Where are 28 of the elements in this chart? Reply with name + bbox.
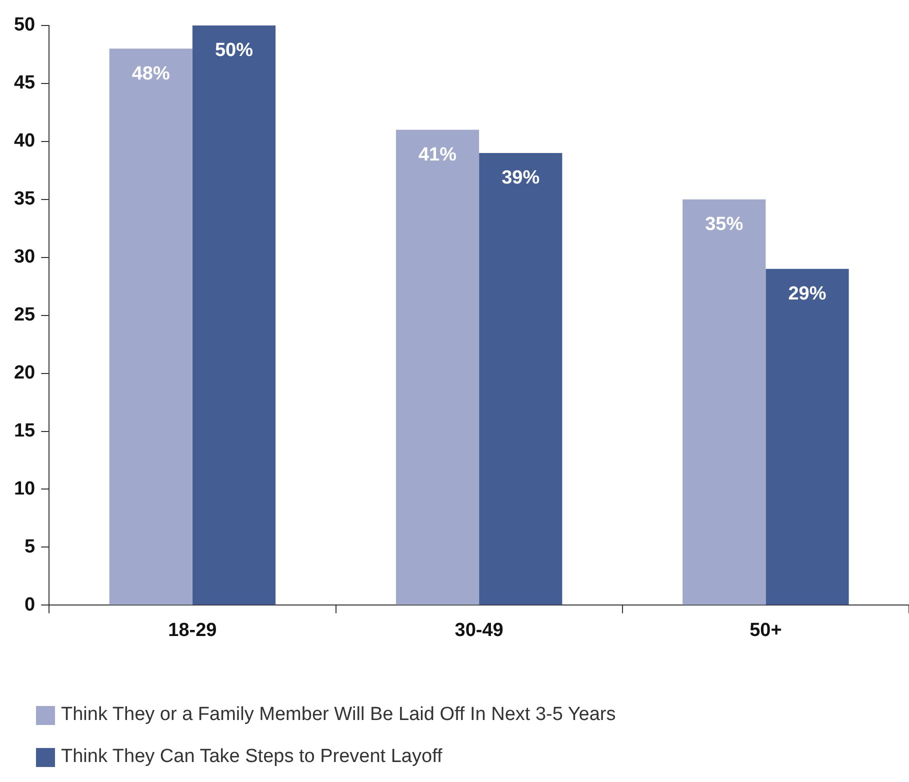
y-tick-label: 0 bbox=[24, 594, 36, 616]
legend-label: Think They or a Family Member Will Be Laid Off In Next 3-5 Years bbox=[61, 704, 616, 726]
y-tick-label: 10 bbox=[14, 478, 36, 500]
data-label: 29% bbox=[788, 284, 826, 305]
y-tick-label: 25 bbox=[14, 304, 36, 326]
bar bbox=[682, 199, 766, 605]
bar bbox=[396, 130, 480, 605]
y-tick-label: 20 bbox=[14, 362, 36, 384]
data-label: 50% bbox=[214, 40, 254, 62]
data-label: 35% bbox=[705, 214, 744, 236]
x-tick-label: 50+ bbox=[750, 620, 782, 641]
x-tick-label: 18-29 bbox=[168, 620, 217, 641]
bar bbox=[192, 25, 276, 605]
bar bbox=[479, 152, 562, 605]
y-tick-label: 35 bbox=[14, 188, 36, 210]
y-tick-label: 15 bbox=[14, 420, 36, 442]
y-tick-label: 40 bbox=[14, 130, 36, 152]
data-label: 48% bbox=[132, 63, 170, 84]
data-label: 41% bbox=[418, 144, 457, 166]
legend-label: Think They Can Take Steps to Prevent Layoff bbox=[61, 746, 442, 768]
y-tick-label: 45 bbox=[14, 72, 36, 94]
y-tick-label: 30 bbox=[14, 246, 36, 268]
x-tick-label: 30-49 bbox=[454, 620, 504, 641]
data-label: 39% bbox=[502, 168, 540, 189]
bar bbox=[109, 48, 192, 605]
y-tick-label: 5 bbox=[24, 536, 36, 558]
bar bbox=[766, 268, 849, 605]
y-tick-label: 50 bbox=[14, 14, 36, 36]
